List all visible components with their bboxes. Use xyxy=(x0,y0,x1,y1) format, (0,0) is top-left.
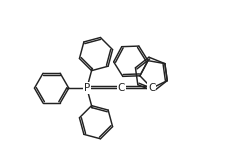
Text: P: P xyxy=(84,83,90,93)
Text: C: C xyxy=(148,83,156,93)
Text: C: C xyxy=(118,83,125,93)
